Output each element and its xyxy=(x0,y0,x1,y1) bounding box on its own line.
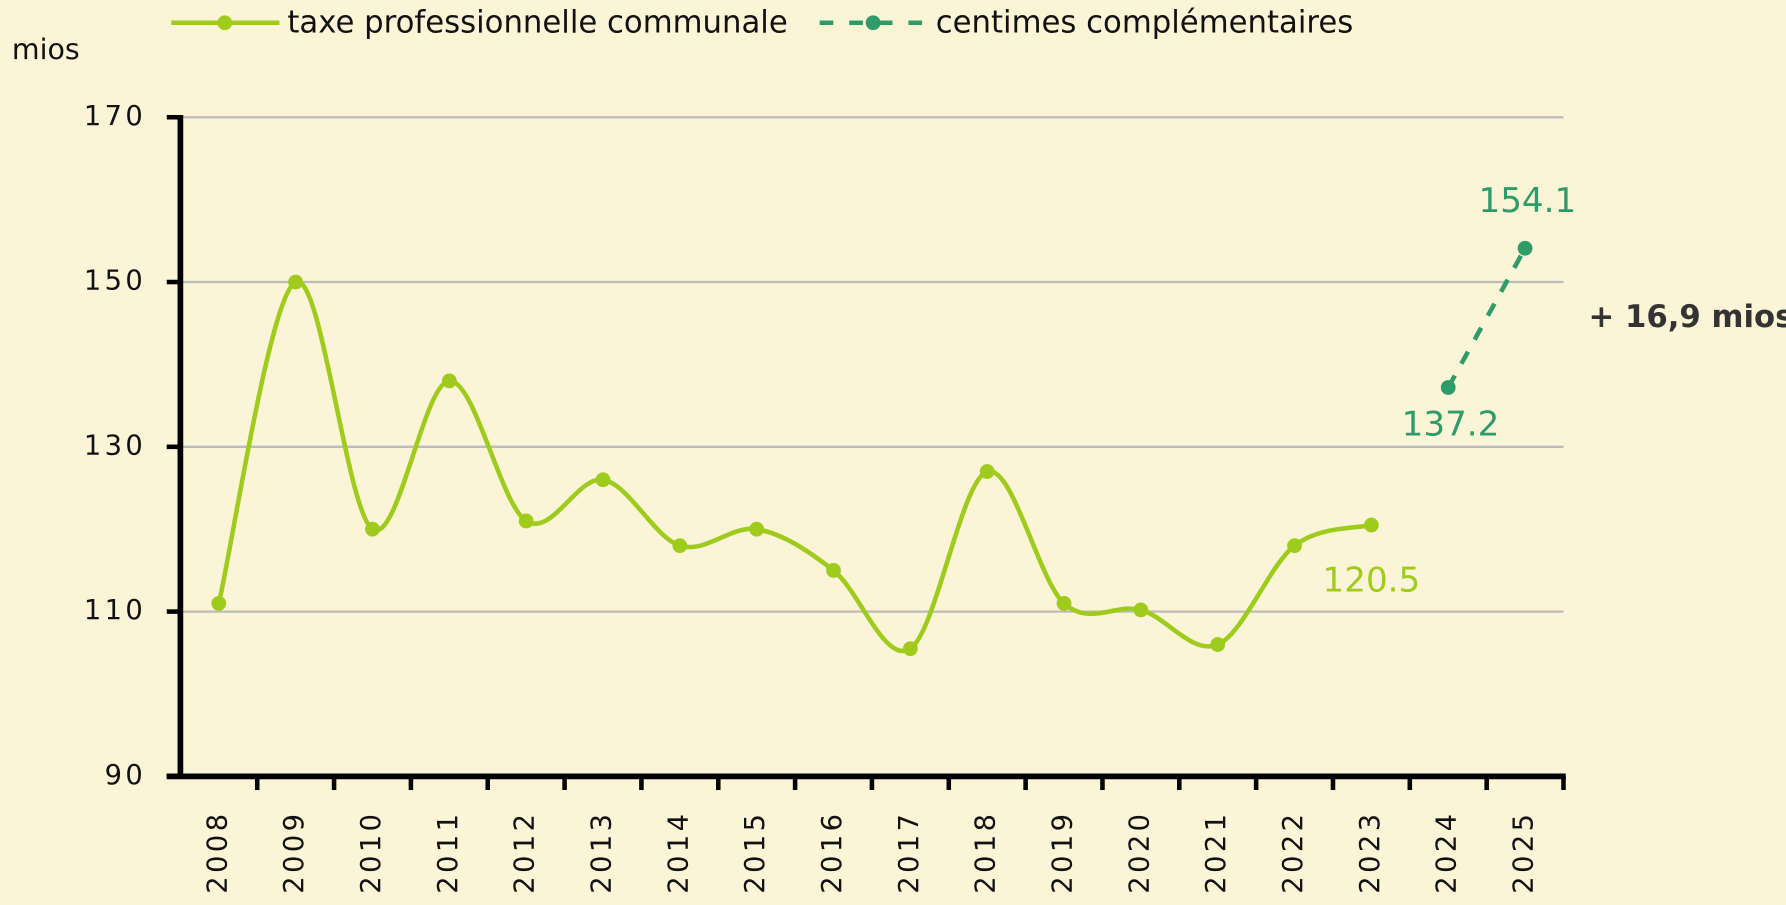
x-tick-label: 2017 xyxy=(894,811,925,894)
marker xyxy=(1056,595,1072,611)
y-tick-label: 170 xyxy=(84,101,146,132)
marker xyxy=(211,595,227,611)
y-tick-label: 130 xyxy=(84,430,146,461)
marker xyxy=(595,472,611,488)
x-tick-label: 2015 xyxy=(740,811,771,894)
x-tick-label: 2019 xyxy=(1048,811,1079,894)
marker xyxy=(518,513,534,529)
marker xyxy=(1363,517,1379,533)
marker xyxy=(672,538,688,554)
data-label: 154.1 xyxy=(1478,181,1576,221)
x-tick-label: 2014 xyxy=(663,811,694,894)
marker xyxy=(826,562,841,578)
marker xyxy=(288,274,304,290)
x-tick-label: 2025 xyxy=(1509,811,1540,894)
legend-marker xyxy=(217,15,233,31)
x-tick-label: 2016 xyxy=(817,811,848,894)
x-tick-label: 2022 xyxy=(1278,811,1309,894)
marker xyxy=(1287,538,1302,554)
annotation: + 16,9 mios xyxy=(1589,299,1786,335)
marker xyxy=(1133,602,1149,618)
data-label: 137.2 xyxy=(1402,405,1500,445)
y-tick-label: 110 xyxy=(84,595,146,626)
x-tick-label: 2011 xyxy=(433,811,464,894)
data-label: 120.5 xyxy=(1323,560,1421,600)
y-tick-label: 150 xyxy=(84,266,146,297)
x-tick-label: 2013 xyxy=(587,811,618,894)
marker xyxy=(902,641,918,657)
x-tick-label: 2008 xyxy=(202,811,233,894)
x-tick-label: 2009 xyxy=(279,811,310,894)
marker xyxy=(1440,380,1456,395)
marker xyxy=(441,373,457,389)
x-tick-label: 2012 xyxy=(510,811,541,894)
marker xyxy=(1210,637,1226,652)
legend-label: taxe professionnelle communale xyxy=(287,4,787,40)
legend-label: centimes complémentaires xyxy=(936,4,1354,40)
x-tick-label: 2024 xyxy=(1432,811,1463,894)
x-tick-label: 2023 xyxy=(1355,811,1386,894)
x-tick-label: 2021 xyxy=(1201,811,1232,894)
marker xyxy=(365,521,380,537)
y-axis-label: mios xyxy=(12,33,80,66)
marker xyxy=(979,464,995,479)
x-tick-label: 2018 xyxy=(971,811,1002,894)
marker xyxy=(1517,240,1533,256)
x-tick-label: 2010 xyxy=(356,811,387,894)
x-tick-label: 2020 xyxy=(1124,811,1155,894)
series-line xyxy=(1446,247,1528,389)
legend-marker xyxy=(865,15,881,31)
marker xyxy=(749,521,765,537)
y-tick-label: 90 xyxy=(105,760,147,791)
